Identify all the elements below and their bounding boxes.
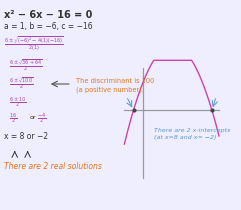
Text: $\frac{6 \pm \sqrt{36+64}}{2}$: $\frac{6 \pm \sqrt{36+64}}{2}$ [9, 58, 43, 73]
Text: x² − 6x − 16 = 0: x² − 6x − 16 = 0 [4, 10, 92, 20]
Text: $\frac{6 \pm 10}{2}$: $\frac{6 \pm 10}{2}$ [9, 96, 27, 110]
Text: The discriminant is 100
(a positive number).: The discriminant is 100 (a positive numb… [75, 78, 154, 93]
Text: $\frac{-4}{2}$: $\frac{-4}{2}$ [37, 112, 46, 126]
Text: $\frac{6 \pm \sqrt{100}}{2}$: $\frac{6 \pm \sqrt{100}}{2}$ [9, 76, 34, 91]
Text: $\frac{16}{2}$: $\frac{16}{2}$ [9, 112, 17, 126]
Text: $\frac{6 \pm \sqrt{(-6)^2-4(1)(-16)}}{2(1)}$: $\frac{6 \pm \sqrt{(-6)^2-4(1)(-16)}}{2(… [4, 35, 64, 53]
Text: or: or [29, 115, 36, 120]
Text: a = 1, b = −6, c = −16: a = 1, b = −6, c = −16 [4, 22, 92, 31]
Text: x = 8 or −2: x = 8 or −2 [4, 132, 48, 141]
Text: There are 2 x-intercepts
(at x=8 and x= −2): There are 2 x-intercepts (at x=8 and x= … [154, 128, 230, 140]
Text: There are 2 real solutions: There are 2 real solutions [4, 162, 101, 171]
